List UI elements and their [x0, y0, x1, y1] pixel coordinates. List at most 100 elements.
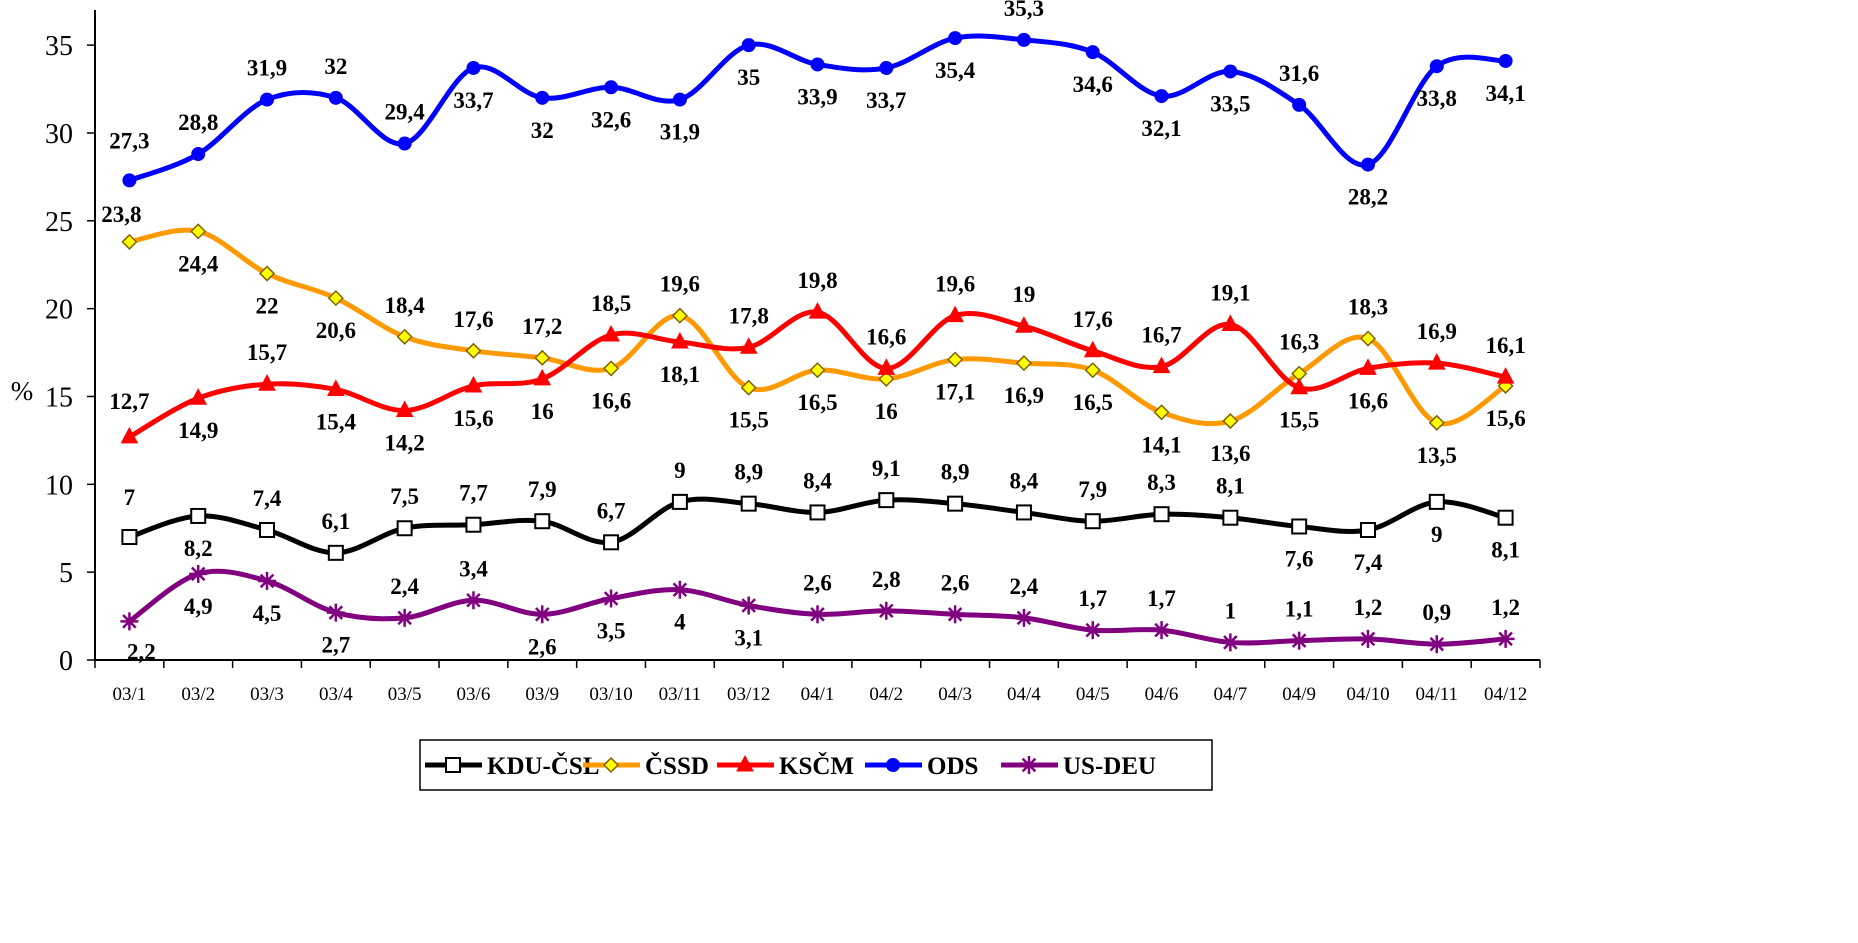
legend-marker — [445, 757, 461, 773]
data-point-ods — [397, 136, 412, 151]
data-point-ks-m — [602, 324, 620, 342]
data-label: 17,6 — [1073, 307, 1113, 332]
star-stroke — [1154, 622, 1169, 638]
data-point-us-deu — [1221, 633, 1240, 652]
data-point-ods — [604, 80, 619, 95]
x-tick-label: 03/12 — [727, 684, 770, 705]
data-point-ks-m — [1290, 377, 1308, 395]
data-point-kdu-sl — [1015, 504, 1032, 521]
legend-item-ods: ODS — [865, 753, 978, 780]
data-point-us-deu — [326, 603, 345, 622]
data-label: 8,9 — [941, 460, 970, 485]
data-label: 32,6 — [591, 107, 631, 132]
data-label: 29,4 — [385, 100, 426, 125]
data-point-ks-m — [327, 379, 345, 396]
data-point-kdu-sl — [396, 520, 413, 537]
data-label: 2,6 — [941, 570, 970, 595]
data-label: 2,6 — [528, 634, 557, 659]
data-point-us-deu — [1427, 635, 1446, 654]
data-point--ssd — [327, 290, 344, 307]
star-stroke — [1085, 622, 1100, 638]
legend-item-kdu-sl: KDU-ČSL — [425, 751, 600, 780]
data-point-us-deu — [189, 564, 208, 583]
data-label: 28,8 — [178, 110, 218, 135]
data-label: 2,2 — [127, 639, 156, 664]
data-label: 8,1 — [1491, 538, 1520, 563]
data-point-ks-m — [808, 302, 827, 319]
data-point-ks-m — [1015, 316, 1033, 333]
data-point-ods — [741, 38, 756, 53]
data-label: 2,7 — [321, 633, 350, 658]
legend-marker — [886, 758, 900, 772]
data-point-ods — [672, 92, 687, 107]
data-point--ssd — [878, 370, 895, 387]
x-tick-label: 03/2 — [181, 684, 215, 705]
data-label: 15,7 — [247, 340, 287, 365]
data-point-kdu-sl — [809, 504, 826, 521]
data-label: 19 — [1012, 282, 1035, 307]
data-point-ks-m — [739, 337, 758, 354]
data-label: 22 — [256, 294, 279, 319]
data-point-us-deu — [1358, 629, 1377, 648]
data-point--ssd — [603, 360, 620, 377]
data-label: 33,5 — [1210, 91, 1250, 116]
data-point-us-deu — [395, 608, 414, 627]
data-point-ks-m — [877, 358, 896, 375]
data-point-kdu-sl — [1222, 509, 1239, 526]
data-label: 16,7 — [1141, 323, 1181, 348]
x-tick-label: 03/11 — [659, 684, 702, 705]
y-tick-label: 30 — [45, 119, 73, 150]
data-label: 1,2 — [1354, 595, 1383, 620]
data-label: 4,5 — [253, 601, 282, 626]
data-label: 19,8 — [797, 268, 837, 293]
data-point--ssd — [396, 328, 413, 345]
data-label: 6,1 — [321, 509, 350, 534]
star-stroke — [122, 614, 137, 629]
data-point-ks-m — [189, 388, 208, 405]
data-point-kdu-sl — [1153, 506, 1170, 523]
x-tick-label: 04/9 — [1282, 684, 1316, 705]
data-label: 7,9 — [1078, 477, 1107, 502]
data-label: 16,5 — [797, 390, 837, 415]
data-point-kdu-sl — [190, 507, 207, 524]
data-label: 14,9 — [178, 418, 218, 443]
data-point-us-deu — [877, 601, 896, 620]
data-point-kdu-sl — [327, 544, 344, 561]
data-point-us-deu — [808, 605, 827, 624]
data-label: 16,6 — [1348, 388, 1388, 413]
data-point-ods — [535, 90, 550, 105]
data-label: 15,5 — [729, 408, 769, 433]
data-label: 3,1 — [734, 626, 763, 651]
data-point-kdu-sl — [1497, 509, 1514, 526]
data-label: 19,1 — [1210, 280, 1250, 305]
data-label: 16,6 — [591, 388, 631, 413]
x-tick-label: 03/6 — [457, 684, 491, 705]
legend-label: ČSSD — [645, 751, 709, 780]
x-tick-label: 03/5 — [388, 684, 422, 705]
data-label: 3,5 — [597, 619, 626, 644]
x-axis-ticks: 03/1 03/2 03/3 03/4 03/5 03/6 03/9 03/10 03/11 03… — [113, 684, 1528, 705]
data-label: 35,3 — [1004, 0, 1044, 21]
data-point-ks-m — [1221, 314, 1240, 331]
data-label: 35,4 — [935, 58, 976, 83]
data-point-ks-m — [1427, 353, 1446, 370]
data-point-kdu-sl — [947, 495, 964, 512]
data-label: 16,9 — [1004, 383, 1044, 408]
data-point-ks-m — [671, 331, 689, 349]
data-point-ods — [1498, 53, 1513, 68]
data-label: 9 — [674, 458, 686, 483]
star-stroke — [1360, 631, 1376, 647]
data-point-us-deu — [1014, 608, 1033, 627]
star-stroke — [1291, 633, 1307, 648]
x-tick-label: 04/3 — [938, 684, 972, 705]
x-tick-label: 04/11 — [1415, 684, 1458, 705]
data-point-kdu-sl — [1084, 513, 1101, 530]
data-point-ods — [122, 173, 137, 188]
data-label: 1,7 — [1078, 586, 1107, 611]
data-label: 17,6 — [453, 307, 493, 332]
legend-item-us-deu: US-DEU — [1001, 753, 1156, 780]
data-label: 1,7 — [1147, 586, 1176, 611]
data-label: 8,4 — [803, 468, 832, 493]
data-point-us-deu — [670, 580, 689, 599]
data-point-ods — [466, 60, 481, 75]
